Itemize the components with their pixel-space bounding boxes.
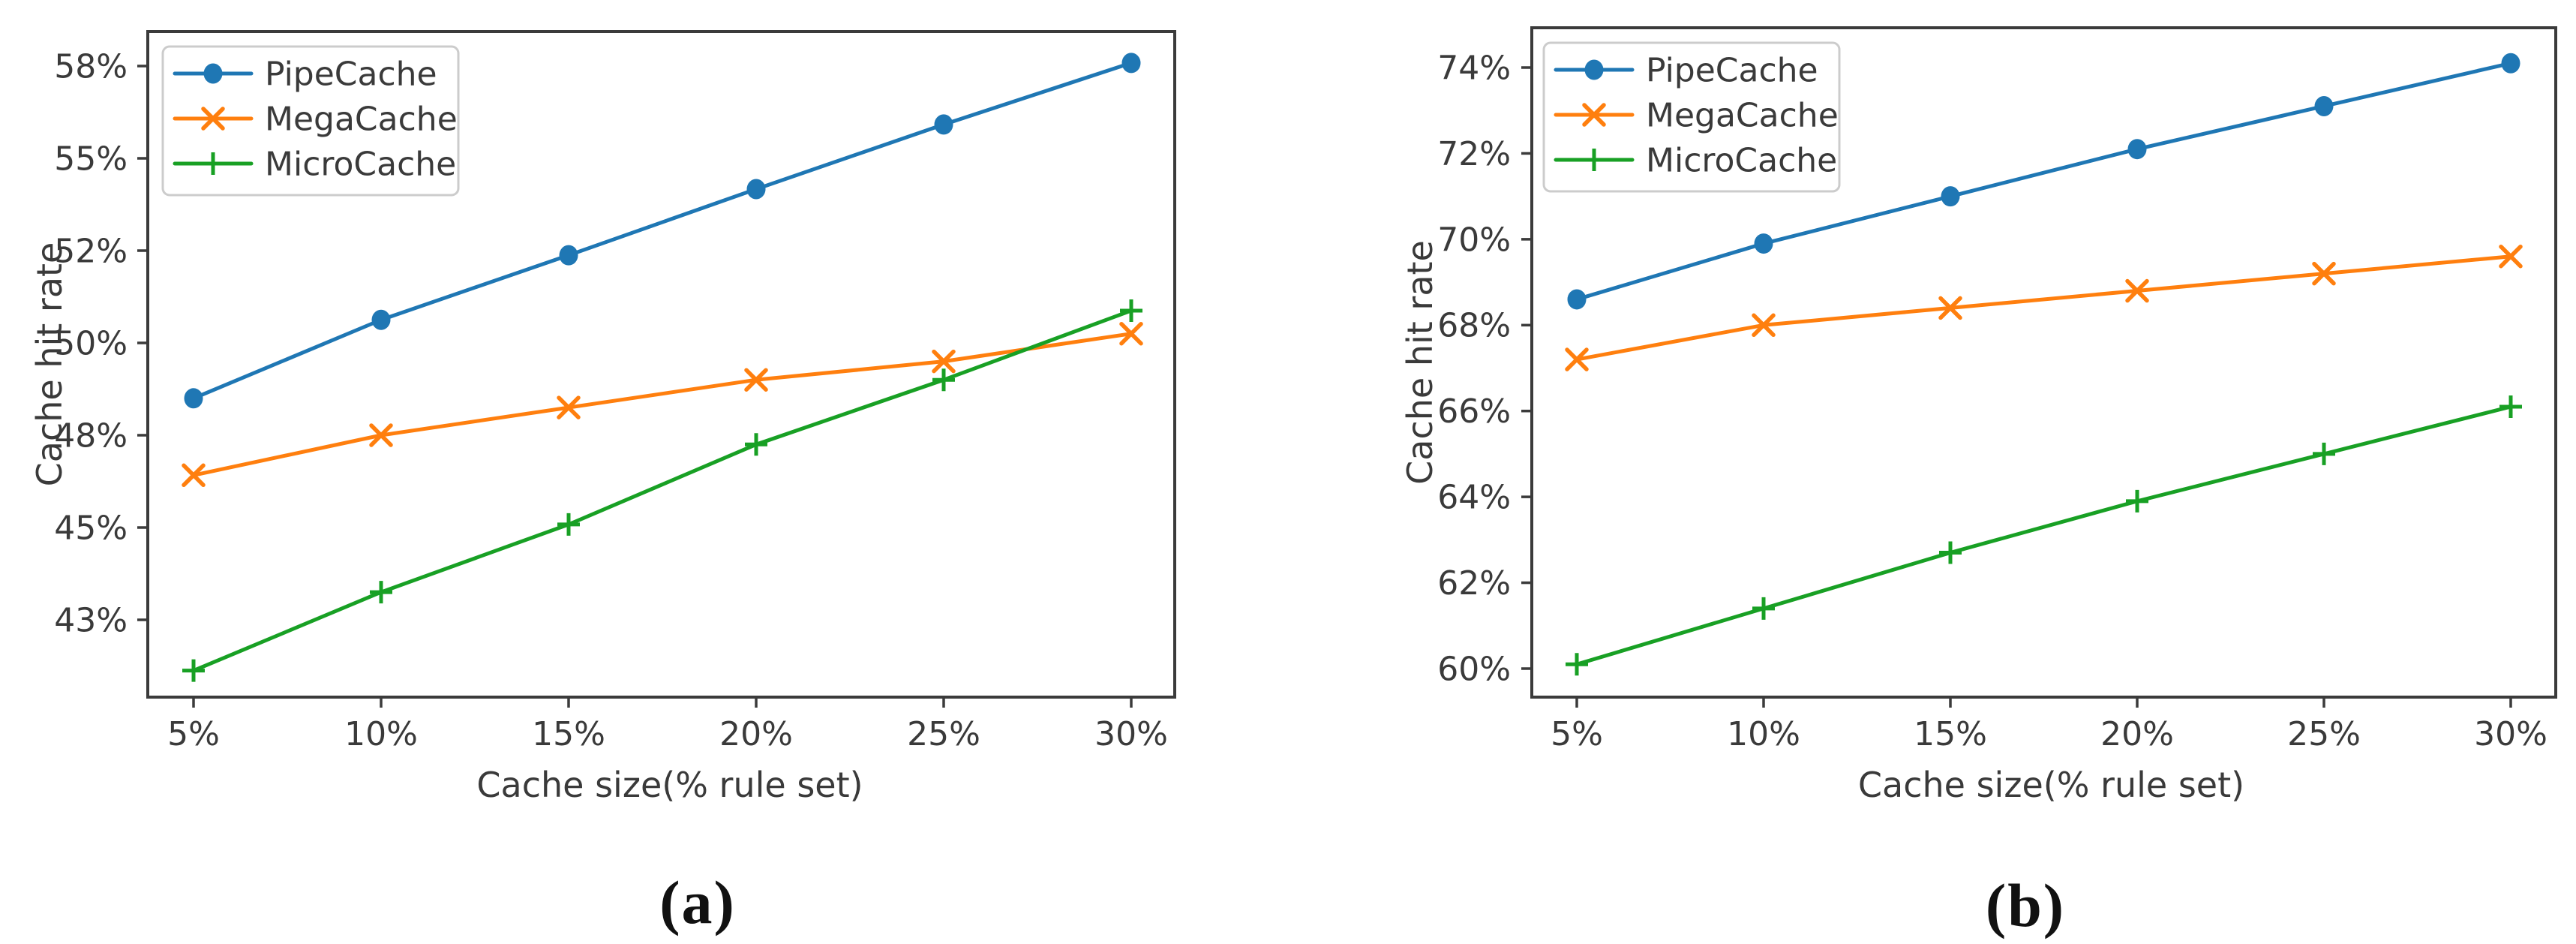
legend-box-a xyxy=(161,45,460,197)
series-pipecache-marker-a xyxy=(559,245,578,266)
series-microcache-marker-a xyxy=(557,513,580,536)
plot-frame-b xyxy=(1530,26,2557,699)
series-megacache-line-a xyxy=(191,332,1133,477)
series-pipecache-marker-b xyxy=(2127,139,2147,160)
series-megacache-marker-b xyxy=(1752,313,1776,338)
x-tick-label-a: 15% xyxy=(532,715,605,753)
y-tick-label-b: 66% xyxy=(1437,392,1511,431)
legend-x-marker-icon xyxy=(201,107,225,131)
x-axis-label-b: Cache size(% rule set) xyxy=(1858,765,2244,805)
y-axis-label-b: Cache hit rate xyxy=(1400,240,1440,485)
series-pipecache-marker-b xyxy=(2501,53,2520,74)
y-axis-label-a: Cache hit rate xyxy=(29,242,70,487)
series-megacache-marker-b xyxy=(2499,244,2523,269)
y-tick-label-a: 43% xyxy=(54,601,128,639)
y-tick-label-a: 52% xyxy=(54,232,128,270)
series-microcache-line-b xyxy=(1575,404,2513,666)
x-tick-label-b: 5% xyxy=(1551,715,1603,753)
y-tick-label-a: 55% xyxy=(54,140,128,178)
y-tick-label-a: 50% xyxy=(54,324,128,362)
series-megacache-marker-a xyxy=(557,395,581,419)
y-tick-label-b: 68% xyxy=(1437,307,1511,345)
legend-circle-marker-icon xyxy=(203,63,223,84)
series-microcache-marker-a xyxy=(745,433,767,456)
y-tick-label-b: 74% xyxy=(1437,49,1511,87)
series-microcache-line-a xyxy=(191,308,1133,673)
series-pipecache-marker-a xyxy=(746,179,766,200)
y-tick-label-b: 70% xyxy=(1437,221,1511,259)
x-tick-label-a: 30% xyxy=(1094,715,1168,753)
legend-label-b: MicroCache xyxy=(1646,141,1837,179)
legend-label-b: PipeCache xyxy=(1646,51,1818,89)
caption-a: (a) xyxy=(659,868,736,936)
series-megacache-marker-a xyxy=(1119,321,1143,346)
series-megacache-marker-b xyxy=(1938,296,1962,320)
series-pipecache-marker-a xyxy=(1121,53,1141,74)
plot-frame-a xyxy=(146,30,1176,699)
x-tick-label-a: 20% xyxy=(719,715,793,753)
series-microcache-marker-b xyxy=(1752,597,1775,620)
x-tick-label-b: 10% xyxy=(1727,715,1800,753)
y-tick-label-b: 64% xyxy=(1437,479,1511,517)
series-microcache-marker-b xyxy=(2499,395,2522,418)
series-pipecache-marker-b xyxy=(1567,289,1587,310)
x-tick-label-b: 15% xyxy=(1914,715,1987,753)
series-megacache-marker-b xyxy=(2125,278,2149,303)
series-pipecache-marker-b xyxy=(1941,186,1960,207)
legend-x-marker-icon xyxy=(1582,103,1606,127)
series-megacache-marker-a xyxy=(932,349,956,374)
series-pipecache-marker-b xyxy=(1754,233,1773,254)
y-tick-label-a: 45% xyxy=(54,509,128,547)
legend-label-a: PipeCache xyxy=(265,55,437,93)
series-microcache-marker-a xyxy=(370,581,392,604)
legend-circle-marker-icon xyxy=(1584,59,1604,80)
legend-label-b: MegaCache xyxy=(1646,96,1839,134)
legend-label-a: MegaCache xyxy=(265,100,458,138)
x-axis-label-a: Cache size(% rule set) xyxy=(476,765,863,805)
y-tick-label-b: 72% xyxy=(1437,135,1511,173)
x-tick-label-a: 5% xyxy=(167,715,220,753)
y-tick-label-a: 48% xyxy=(54,416,128,455)
series-pipecache-marker-a xyxy=(371,309,391,330)
x-tick-label-b: 30% xyxy=(2474,715,2547,753)
legend-box-b xyxy=(1542,41,1841,193)
series-microcache-marker-b xyxy=(2313,442,2335,465)
series-microcache-marker-a xyxy=(1120,299,1142,322)
caption-b: (b) xyxy=(1985,871,2066,939)
series-pipecache-marker-b xyxy=(2314,95,2334,116)
y-tick-label-b: 62% xyxy=(1437,564,1511,603)
series-megacache-marker-a xyxy=(182,463,206,488)
series-megacache-marker-b xyxy=(2312,261,2336,286)
series-pipecache-line-a xyxy=(191,61,1133,401)
series-pipecache-marker-a xyxy=(934,114,953,135)
legend-label-a: MicroCache xyxy=(265,145,456,183)
series-microcache-marker-b xyxy=(1939,541,1962,564)
series-microcache-marker-b xyxy=(1566,653,1588,676)
series-megacache-marker-b xyxy=(1565,347,1589,371)
y-tick-label-a: 58% xyxy=(54,47,128,86)
series-megacache-marker-a xyxy=(369,423,393,447)
series-pipecache-marker-a xyxy=(184,388,203,409)
x-tick-label-a: 25% xyxy=(907,715,980,753)
x-tick-label-a: 10% xyxy=(344,715,418,753)
series-microcache-marker-b xyxy=(2126,489,2148,513)
series-microcache-marker-a xyxy=(182,659,205,682)
legend-plus-marker-icon xyxy=(202,152,224,175)
x-tick-label-b: 25% xyxy=(2287,715,2361,753)
legend-plus-marker-icon xyxy=(1583,149,1605,171)
series-megacache-line-b xyxy=(1575,254,2513,362)
y-tick-label-b: 60% xyxy=(1437,650,1511,688)
series-microcache-marker-a xyxy=(932,368,955,392)
series-megacache-marker-a xyxy=(744,368,768,392)
x-tick-label-b: 20% xyxy=(2100,715,2174,753)
series-pipecache-line-b xyxy=(1575,61,2513,302)
